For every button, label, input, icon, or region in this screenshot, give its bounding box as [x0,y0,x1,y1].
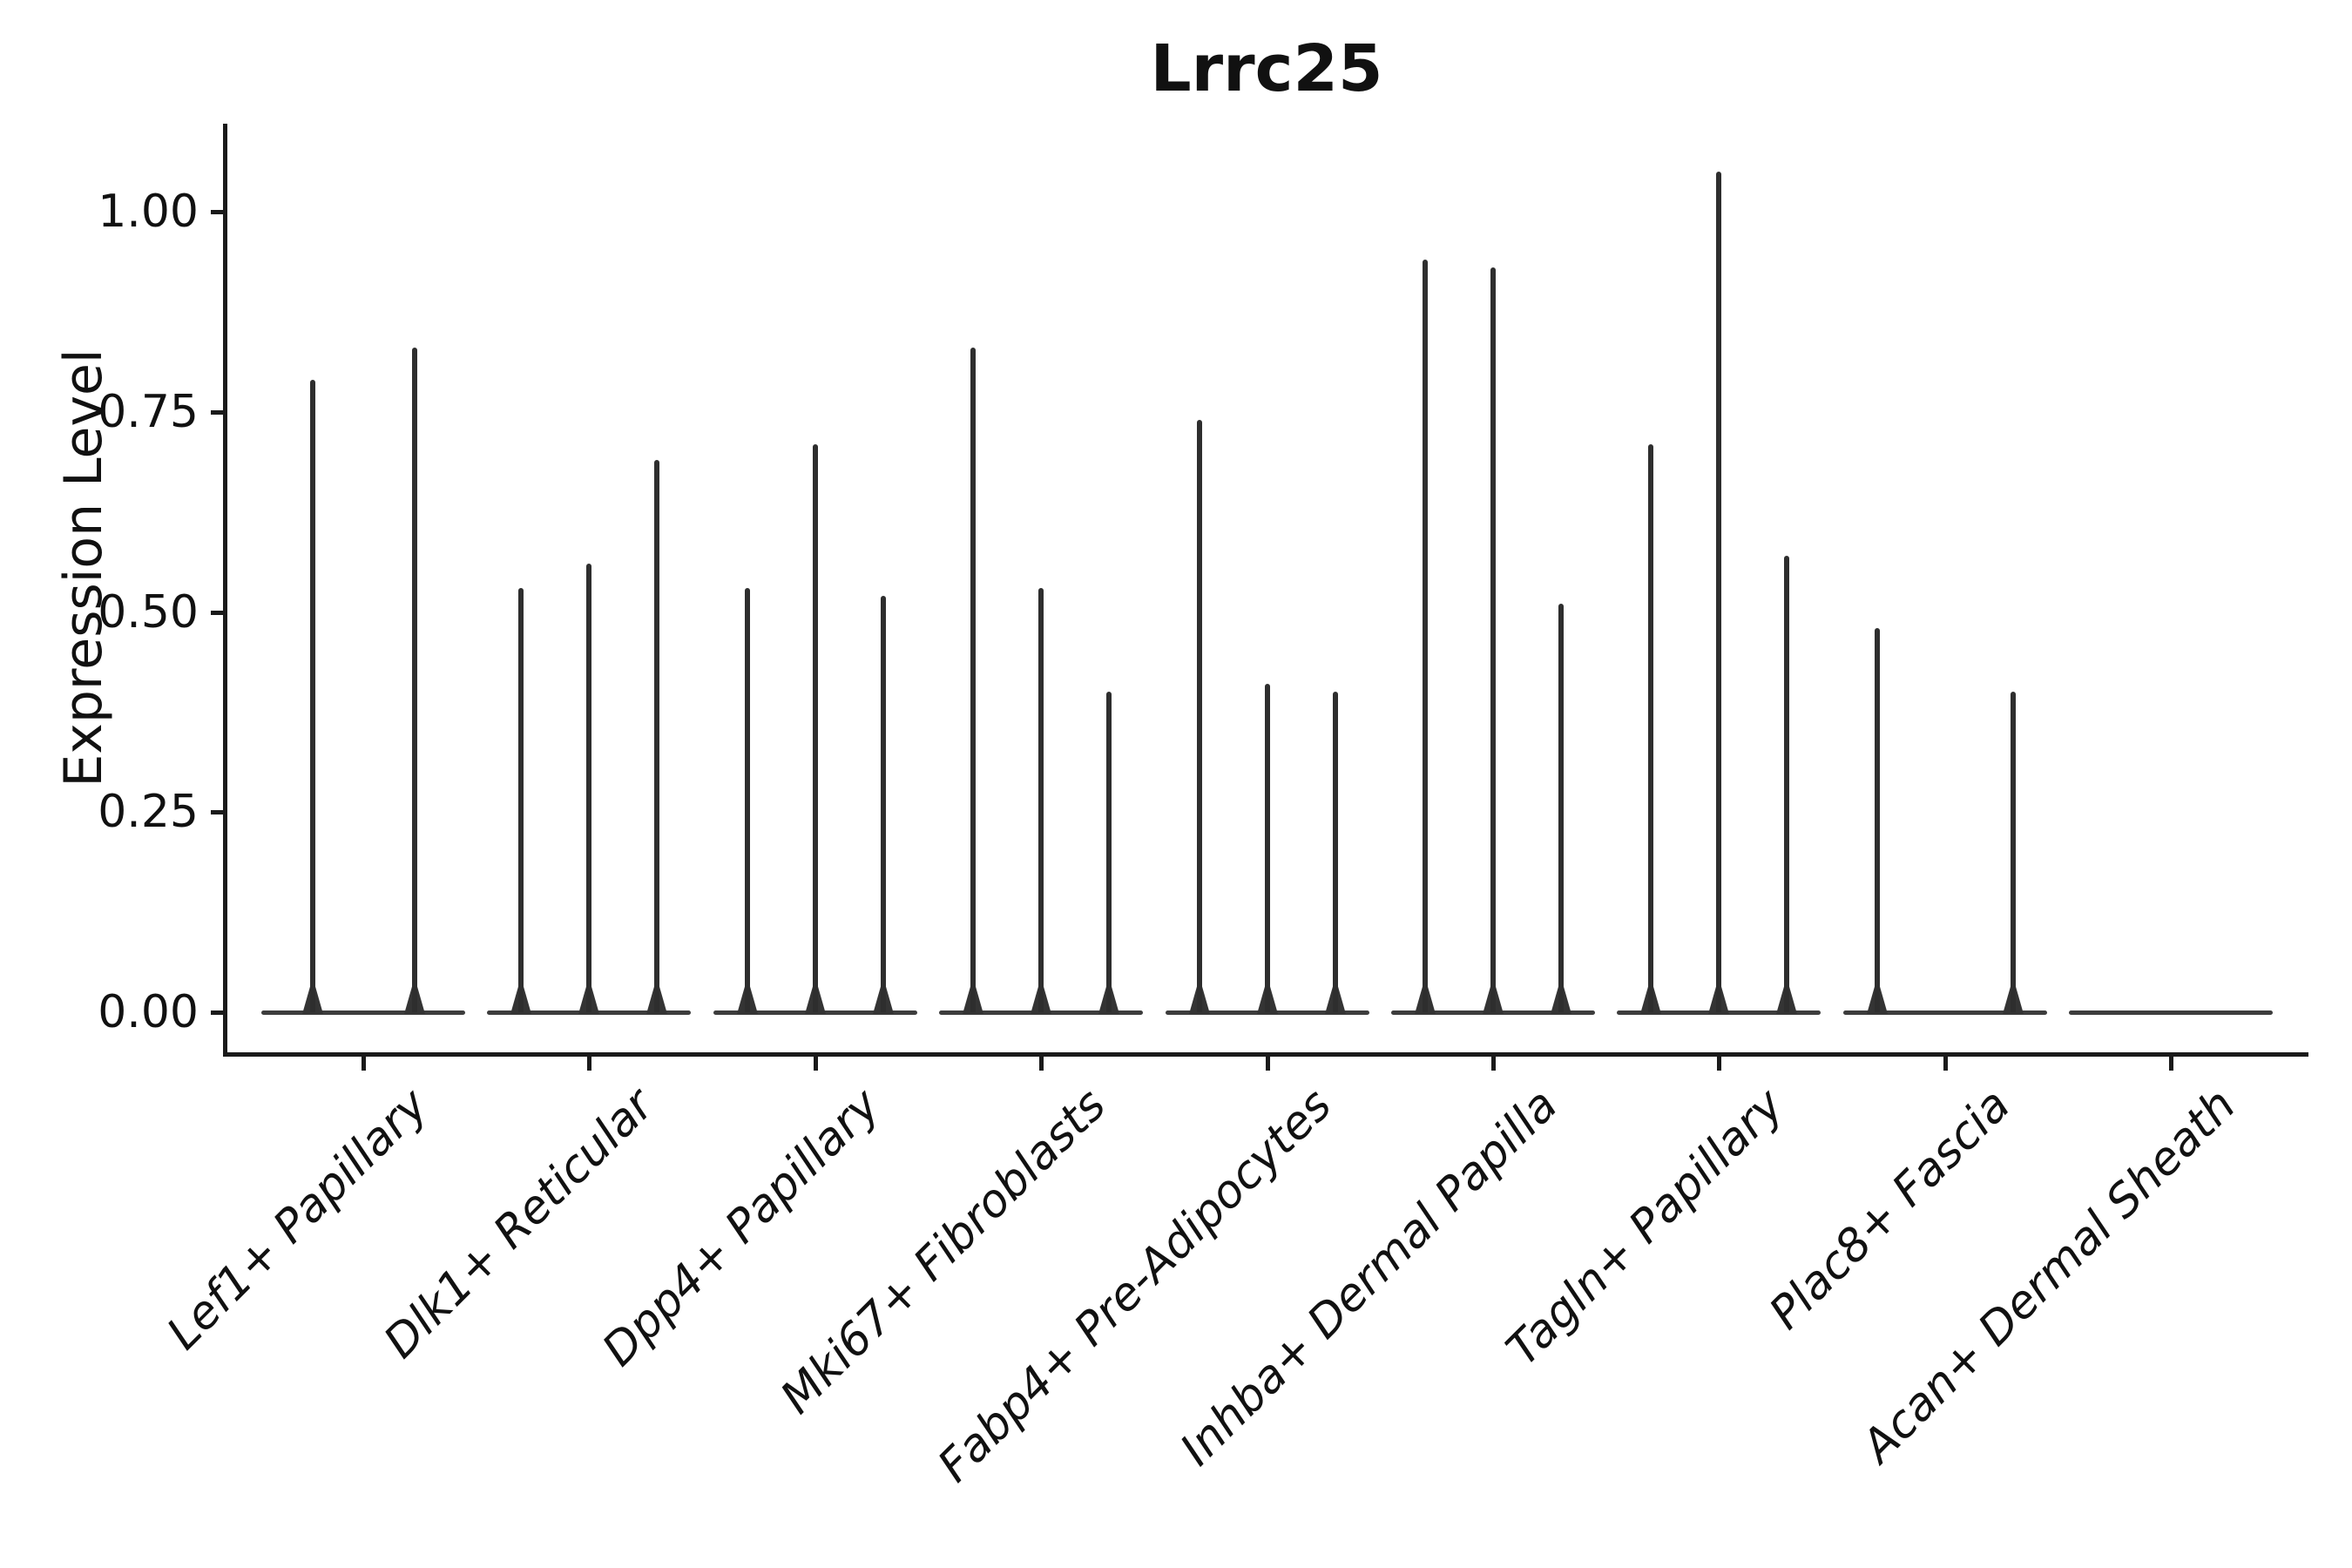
y-tick [211,1010,225,1015]
y-tick-label: 1.00 [98,186,199,238]
violin-spike [1332,692,1338,1012]
violin-spike [1648,443,1654,1012]
violin-baseline [2069,1010,2274,1015]
y-tick-label: 0.00 [98,986,199,1038]
y-tick-label: 0.75 [98,385,199,438]
violin-spike [1196,419,1202,1012]
x-tick-label: Plac8+ Fascia [1759,1078,2020,1340]
violin-spike [309,379,315,1012]
x-tick [1039,1056,1044,1071]
x-axis-line [223,1052,2308,1057]
x-tick [813,1056,818,1071]
x-tick [1491,1056,1496,1071]
violin-spike [411,348,417,1012]
x-tick [1943,1056,1948,1071]
y-axis-line [223,124,227,1057]
violin-spike [812,443,818,1012]
violin-spike [1038,587,1044,1012]
violin-spike [1490,267,1496,1012]
violin-spike [1106,692,1112,1012]
violin-spike [1264,684,1270,1012]
y-tick-label: 0.25 [98,786,199,839]
chart-title: Lrrc25 [1150,31,1383,106]
x-tick [1265,1056,1270,1071]
y-tick [211,810,225,815]
violin-spike [654,459,660,1012]
x-tick [362,1056,366,1071]
y-tick-label: 0.50 [98,585,199,639]
violin-spike [586,564,592,1012]
violin-spike [518,587,524,1012]
violin-baseline [1842,1010,2047,1015]
violin-spike [2010,692,2016,1012]
x-tick [1717,1056,1722,1071]
x-tick [587,1056,592,1071]
violin-spike [1558,604,1564,1012]
violin-baseline [261,1010,465,1015]
violin-spike [1716,172,1722,1012]
y-tick [211,409,225,415]
violin-spike [744,587,750,1012]
violin-spike [1874,627,1880,1012]
y-tick [211,610,225,615]
violin-spike [970,348,977,1012]
violin-spike [880,596,886,1012]
violin-spike [1423,260,1428,1012]
y-tick [211,210,225,214]
x-tick-label: Acan+ Dermal Sheath [1852,1078,2247,1473]
x-tick [2169,1056,2174,1071]
x-tick-label: Inhba+ Dermal Papilla [1171,1078,1569,1477]
x-tick-label: Fabp4+ Pre-Adipocytes [929,1078,1342,1493]
violin-spike [1784,556,1790,1012]
